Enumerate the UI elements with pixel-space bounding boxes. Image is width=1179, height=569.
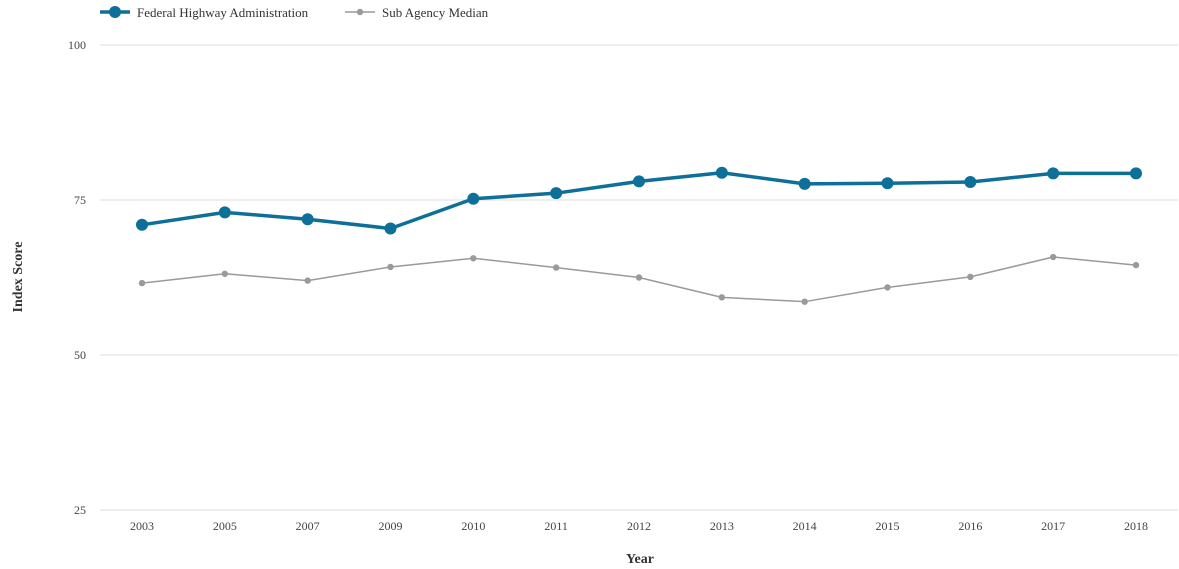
legend-label: Federal Highway Administration — [137, 5, 309, 20]
x-tick-label: 2017 — [1041, 519, 1065, 533]
x-tick-label: 2011 — [544, 519, 568, 533]
x-tick-label: 2016 — [958, 519, 982, 533]
data-point[interactable] — [798, 177, 811, 190]
x-tick-label: 2009 — [379, 519, 403, 533]
data-point[interactable] — [138, 279, 146, 287]
data-point[interactable] — [467, 192, 480, 205]
x-tick-label: 2015 — [876, 519, 900, 533]
legend-label: Sub Agency Median — [382, 5, 489, 20]
series-layer — [136, 166, 1142, 305]
data-point[interactable] — [884, 284, 891, 291]
data-point[interactable] — [136, 218, 148, 231]
data-point[interactable] — [387, 263, 394, 271]
legend-item-federal-highway-administration[interactable]: Federal Highway Administration — [100, 5, 309, 20]
data-point[interactable] — [1132, 261, 1140, 269]
data-point[interactable] — [221, 270, 229, 277]
legend-item-sub-agency-median[interactable]: Sub Agency Median — [345, 5, 489, 20]
x-axis-ticks: 2003 2005 2007 2009 2010 2011 2012 2013 2014 2015… — [130, 519, 1148, 533]
x-tick-label: 2005 — [213, 519, 237, 533]
y-tick-label: 100 — [68, 38, 86, 52]
data-point[interactable] — [715, 166, 728, 179]
data-point[interactable] — [967, 273, 974, 281]
data-point[interactable] — [301, 213, 314, 226]
y-axis-title: Index Score — [11, 242, 26, 313]
data-point[interactable] — [635, 274, 643, 281]
x-axis-title: Year — [626, 552, 654, 567]
y-tick-label: 25 — [74, 503, 86, 517]
data-point[interactable] — [801, 298, 808, 305]
gridlines — [100, 44, 1178, 511]
y-tick-label: 50 — [74, 348, 86, 362]
x-tick-label: 2010 — [461, 519, 485, 533]
data-point[interactable] — [718, 294, 726, 301]
data-point[interactable] — [633, 175, 645, 188]
x-tick-label: 2007 — [296, 519, 320, 533]
data-point[interactable] — [550, 187, 563, 200]
x-tick-label: 2013 — [710, 519, 734, 533]
y-tick-label: 75 — [74, 193, 86, 207]
data-point[interactable] — [470, 255, 477, 262]
data-point[interactable] — [384, 222, 397, 235]
x-tick-label: 2014 — [793, 519, 817, 533]
legend-symbol-marker — [356, 8, 364, 16]
data-point[interactable] — [304, 277, 311, 284]
series-sub-agency-median — [138, 253, 1140, 305]
x-tick-label: 2018 — [1124, 519, 1148, 533]
data-point[interactable] — [218, 206, 231, 219]
data-point[interactable] — [1047, 167, 1060, 180]
legend-symbol-marker — [109, 6, 121, 18]
data-point[interactable] — [964, 176, 977, 189]
data-point[interactable] — [881, 177, 894, 190]
x-tick-label: 2003 — [130, 519, 154, 533]
data-point[interactable] — [1130, 167, 1142, 180]
data-point[interactable] — [1049, 253, 1057, 261]
x-tick-label: 2012 — [627, 519, 651, 533]
y-axis-ticks: 25 50 75 100 — [68, 38, 86, 517]
series-federal-highway-administration — [136, 166, 1142, 235]
legend[interactable]: Federal Highway Administration Sub Agency… — [100, 5, 489, 20]
data-point[interactable] — [552, 264, 560, 271]
